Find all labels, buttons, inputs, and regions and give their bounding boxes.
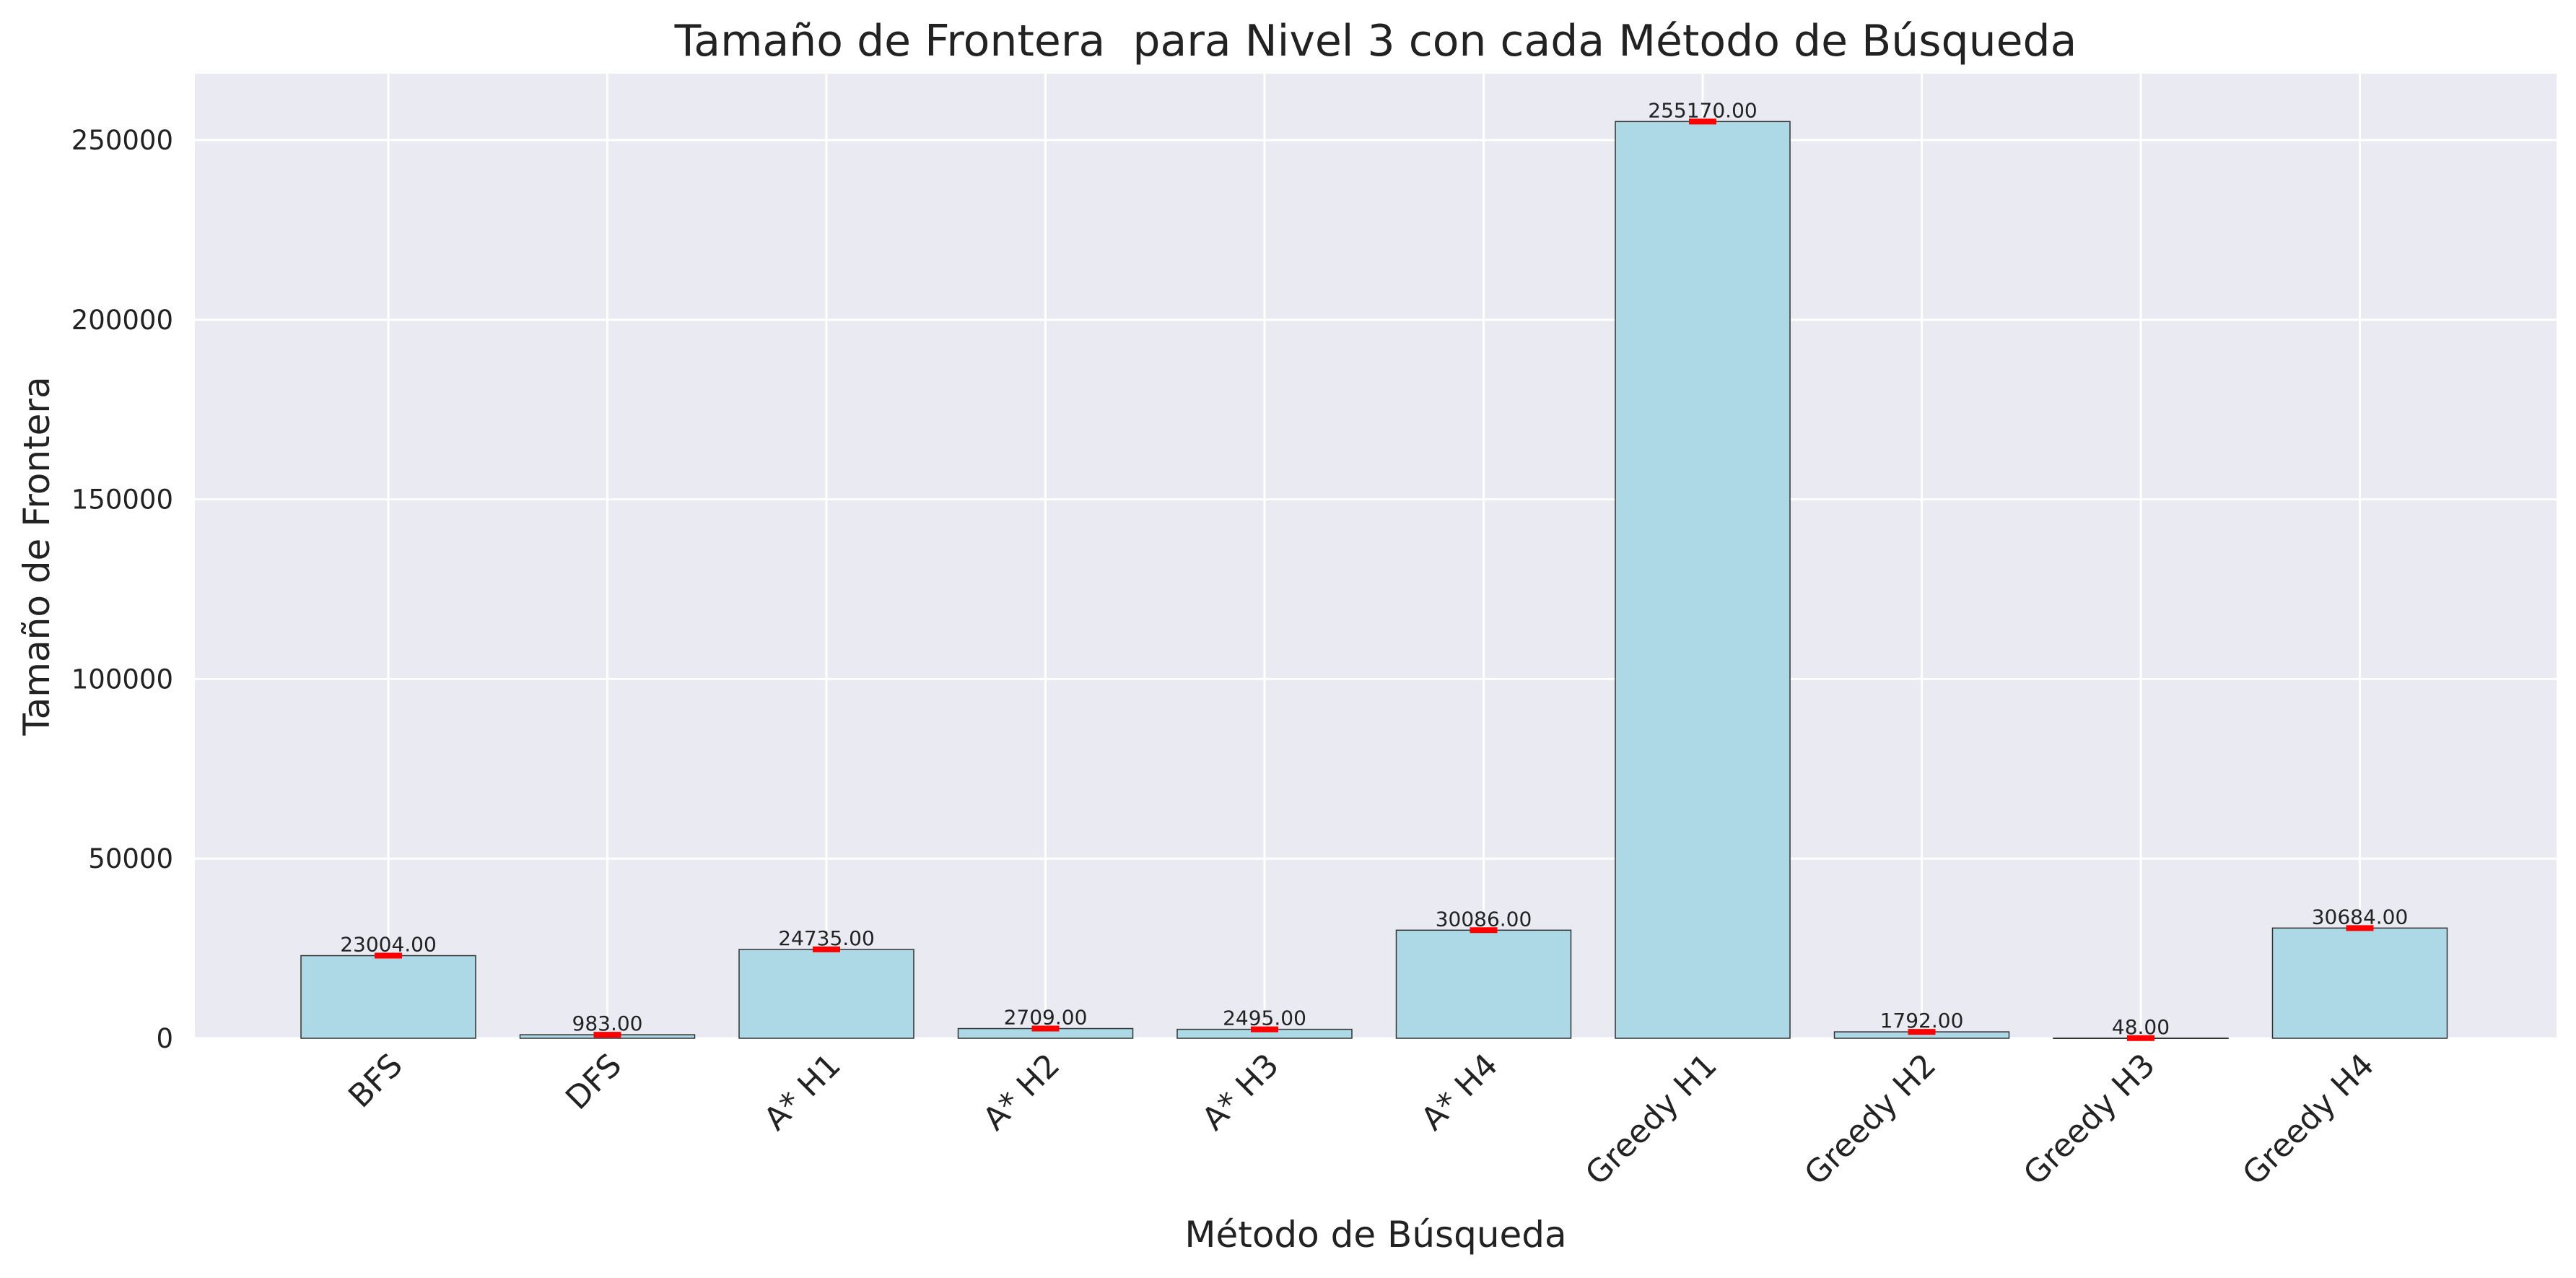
data-label: 983.00 xyxy=(572,1012,643,1035)
x-axis-label: Método de Búsqueda xyxy=(1184,1214,1566,1256)
x-tick-label: A* H4 xyxy=(1414,1047,1505,1138)
x-tick-label: Greedy H2 xyxy=(1797,1047,1943,1193)
data-label: 24735.00 xyxy=(778,926,875,950)
bars xyxy=(300,121,2448,1040)
x-tick-label: BFS xyxy=(341,1047,410,1116)
y-tick-label: 0 xyxy=(156,1023,173,1054)
y-tick-label: 150000 xyxy=(71,484,173,516)
y-tick-label: 250000 xyxy=(71,125,173,156)
y-tick-label: 100000 xyxy=(71,664,173,695)
y-tick-label: 50000 xyxy=(88,843,173,874)
bar xyxy=(300,955,476,1039)
data-label: 255170.00 xyxy=(1648,98,1757,122)
bar xyxy=(1395,929,1572,1039)
x-tick-label: A* H2 xyxy=(976,1047,1067,1138)
x-tick-label: Greedy H4 xyxy=(2235,1047,2381,1193)
y-tick-label: 200000 xyxy=(71,305,173,336)
x-tick-label: DFS xyxy=(559,1047,629,1117)
value-labels: 23004.00 983.00 24735.00 2709.00 2495.00 3008… xyxy=(340,98,2408,1038)
x-tick-label: Greedy H3 xyxy=(2017,1047,2162,1193)
bar xyxy=(738,949,914,1039)
plot-area xyxy=(195,74,2557,1038)
data-label: 2495.00 xyxy=(1223,1007,1306,1030)
error-markers xyxy=(375,118,2374,1041)
x-tick-labels: BFS DFS A* H1 A* H2 A* H3 A* H4 Greedy H1 Greed… xyxy=(341,1047,2381,1193)
data-label: 1792.00 xyxy=(1880,1009,1964,1033)
y-axis-label: Tamaño de Frontera xyxy=(16,376,58,736)
y-tick-labels: 0 50000 100000 150000 200000 250000 xyxy=(71,125,173,1054)
data-label: 23004.00 xyxy=(340,933,437,957)
bar xyxy=(1615,121,1791,1039)
x-tick-label: Greedy H1 xyxy=(1579,1047,1724,1193)
data-label: 30086.00 xyxy=(1436,907,1532,931)
x-tick-label: A* H1 xyxy=(757,1047,848,1138)
data-label: 30684.00 xyxy=(2312,905,2409,929)
data-label: 2709.00 xyxy=(1004,1006,1088,1030)
data-label: 48.00 xyxy=(2112,1015,2170,1039)
bar xyxy=(2271,927,2448,1039)
x-tick-label: A* H3 xyxy=(1195,1047,1286,1138)
chart-title: Tamaño de Frontera para Nivel 3 con cada… xyxy=(674,16,2077,66)
